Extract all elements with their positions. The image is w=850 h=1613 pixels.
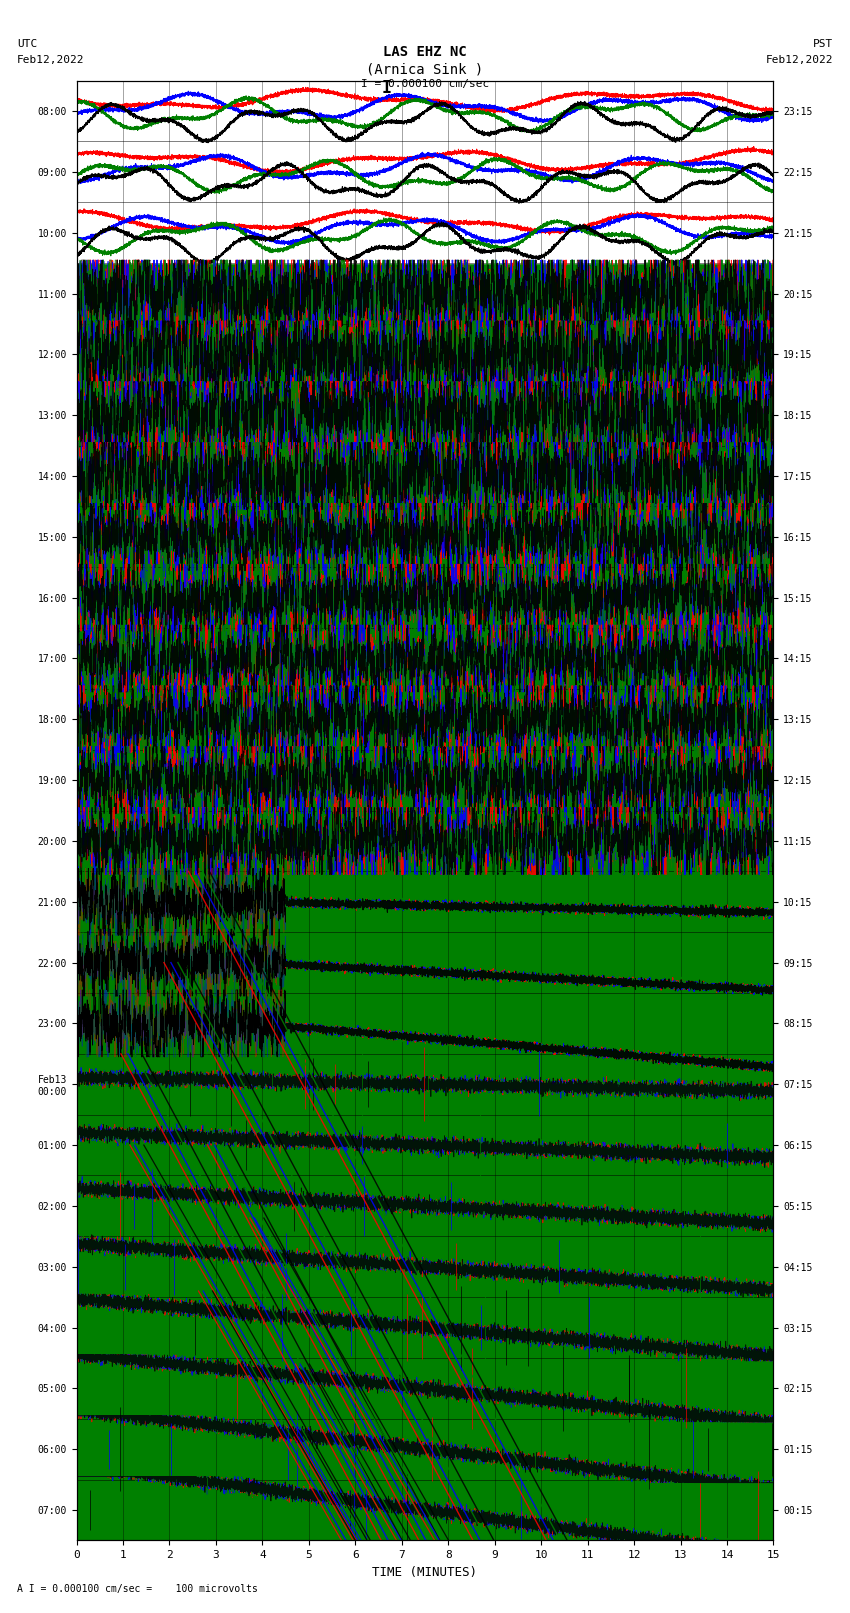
Text: I = 0.000100 cm/sec: I = 0.000100 cm/sec xyxy=(361,79,489,89)
Text: Feb12,2022: Feb12,2022 xyxy=(17,55,84,65)
Bar xyxy=(76,142,774,202)
Text: I: I xyxy=(382,79,392,97)
Bar xyxy=(76,202,774,263)
Text: (Arnica Sink ): (Arnica Sink ) xyxy=(366,63,484,77)
Text: PST: PST xyxy=(813,39,833,48)
Text: Feb12,2022: Feb12,2022 xyxy=(766,55,833,65)
Text: UTC: UTC xyxy=(17,39,37,48)
Bar xyxy=(76,81,774,142)
X-axis label: TIME (MINUTES): TIME (MINUTES) xyxy=(372,1566,478,1579)
Text: LAS EHZ NC: LAS EHZ NC xyxy=(383,45,467,60)
Text: A I = 0.000100 cm/sec =    100 microvolts: A I = 0.000100 cm/sec = 100 microvolts xyxy=(17,1584,258,1594)
